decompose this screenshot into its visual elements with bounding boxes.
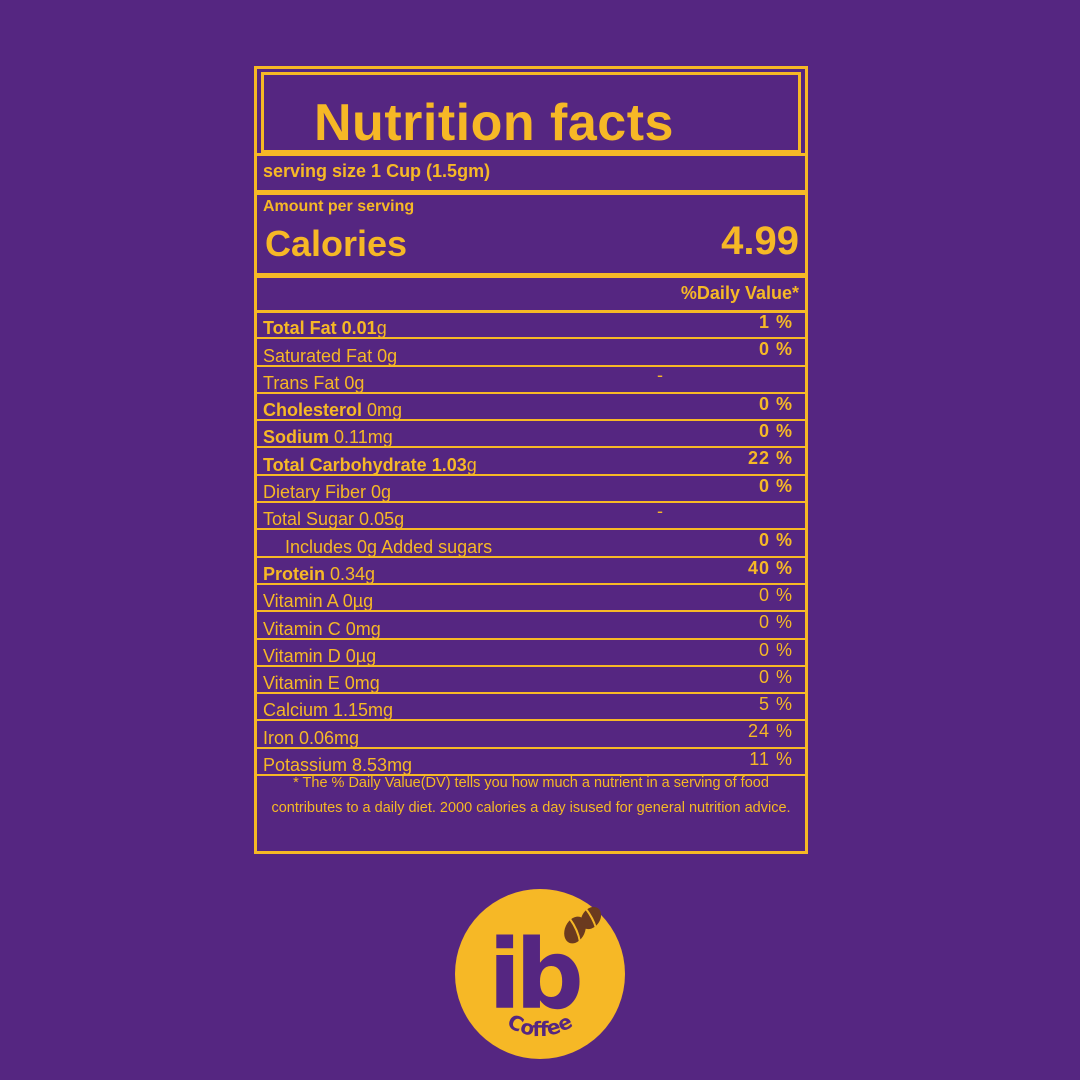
nutrient-row: Vitamin E 0mg 0 % [257, 666, 805, 695]
nutrient-name: Calcium 1.15mg [263, 700, 393, 721]
nutrient-name-bold: Total Fat 0.01 [263, 318, 377, 339]
nutrient-name-text: Vitamin D 0µg [263, 645, 377, 666]
nutrient-name-text: g [376, 318, 387, 339]
nutrient-name-text: Iron 0.06mg [263, 727, 360, 748]
daily-value-header: %Daily Value* [680, 283, 799, 303]
ib-coffee-logo: ib Coffee [455, 889, 625, 1059]
nutrient-row: Includes 0g Added sugars 0 % [257, 530, 805, 558]
nutrient-daily-value: 0 % [758, 421, 793, 442]
nutrient-name-text: Calcium 1.15mg [263, 700, 394, 721]
nutrient-row: Potassium 8.53mg 11 % [257, 748, 805, 777]
page-title: Nutrition facts [314, 94, 674, 152]
nutrient-name-bold: Sodium [263, 427, 329, 448]
nutrient-daily-value: 0 % [758, 612, 793, 633]
calories-label: Calories [265, 223, 408, 264]
nutrient-daily-value: - [657, 501, 663, 522]
nutrient-name-text: 0mg [362, 400, 403, 421]
nutrient-name-text: Includes 0g Added sugars [285, 536, 493, 557]
nutrient-name: Potassium 8.53mg [263, 755, 412, 776]
nutrient-row: Dietary Fiber 0g 0 % [257, 475, 805, 504]
nutrient-row: Vitamin D 0µg 0 % [257, 640, 805, 667]
nutrient-row: Vitamin C 0mg 0 % [257, 612, 805, 640]
nutrient-name: Protein 0.34g [263, 564, 375, 585]
nutrient-name-bold: Total Carbohydrate 1.03 [263, 454, 467, 475]
nutrient-name: Cholesterol 0mg [263, 400, 402, 421]
nutrient-row: Iron 0.06mg 24 % [257, 721, 805, 749]
nutrient-row: Calcium 1.15mg 5 % [257, 694, 805, 722]
title-box: Nutrition facts [261, 72, 801, 153]
nutrient-list: Total Fat 0.01g 1 % Saturated Fat 0g 0 % Tra… [257, 312, 805, 777]
nutrient-name-bold: Cholesterol [263, 400, 363, 421]
nutrient-name-text: Dietary Fiber 0g [263, 482, 392, 503]
nutrient-daily-value: 0 % [758, 584, 793, 605]
nutrient-name: Total Fat 0.01g [263, 318, 387, 339]
nutrient-row: Cholesterol 0mg 0 % [257, 393, 805, 422]
nutrient-name-text: Vitamin E 0mg [263, 673, 380, 694]
nutrient-daily-value: 1 % [758, 312, 793, 332]
serving-size-text: serving size 1 Cup (1.5gm) [263, 161, 491, 181]
nutrient-name-bold: Protein [263, 563, 326, 584]
nutrient-daily-value: 22 % [747, 448, 793, 469]
nutrient-daily-value: 0 % [758, 393, 793, 414]
coffee-beans-icon [564, 906, 602, 944]
nutrient-row: Total Fat 0.01g 1 % [257, 312, 805, 340]
nutrient-name: Vitamin D 0µg [263, 646, 376, 667]
nutrient-name: Vitamin A 0µg [263, 591, 373, 612]
nutrient-name: Sodium 0.11mg [263, 427, 393, 448]
nutrient-name: Total Carbohydrate 1.03g [263, 455, 477, 476]
nutrient-row: Saturated Fat 0g 0 % [257, 339, 805, 367]
nutrient-name-text: 0.11mg [329, 427, 393, 448]
nutrient-name: Dietary Fiber 0g [263, 482, 391, 503]
serving-size-row: serving size 1 Cup (1.5gm) [257, 153, 805, 193]
nutrient-daily-value: 11 % [749, 748, 793, 769]
nutrient-row: Sodium 0.11mg 0 % [257, 421, 805, 449]
calories-section: Amount per serving Calories 4.99 [257, 192, 805, 276]
nutrient-name-text: 0.34g [325, 563, 376, 584]
nutrient-name: Saturated Fat 0g [263, 346, 397, 367]
nutrient-daily-value: 0 % [758, 475, 793, 496]
nutrient-row: Protein 0.34g 40 % [257, 558, 805, 585]
nutrient-daily-value: 0 % [758, 639, 793, 660]
nutrient-daily-value: 40 % [747, 557, 793, 578]
nutrient-daily-value: 24 % [747, 721, 793, 742]
nutrient-daily-value: 5 % [758, 694, 793, 715]
nutrient-name: Vitamin C 0mg [263, 619, 381, 640]
nutrient-name: Trans Fat 0g [263, 373, 364, 394]
nutrient-name: Iron 0.06mg [263, 728, 359, 749]
footnote: * The % Daily Value(DV) tells you how mu… [271, 775, 791, 816]
nutrient-name-text: Vitamin A 0µg [263, 591, 374, 612]
nutrient-daily-value: 0 % [758, 666, 793, 687]
nutrient-name: Vitamin E 0mg [263, 673, 380, 694]
nutrient-daily-value: - [657, 364, 663, 385]
nutrient-name-text: g [466, 454, 477, 475]
nutrient-row: Trans Fat 0g - [257, 364, 805, 394]
amount-per-serving-label: Amount per serving [263, 198, 415, 215]
nutrient-daily-value: 0 % [758, 339, 793, 360]
nutrient-name-text: Saturated Fat 0g [263, 345, 398, 366]
nutrient-name: Total Sugar 0.05g [263, 509, 404, 530]
nutrient-daily-value: 0 % [758, 530, 793, 551]
nutrient-name-text: Trans Fat 0g [263, 372, 365, 393]
daily-value-header-row: %Daily Value* [257, 275, 805, 313]
nutrition-facts-panel: Nutrition facts serving size 1 Cup (1.5g… [254, 66, 808, 854]
calories-value: 4.99 [721, 219, 799, 263]
nutrient-name-text: Potassium 8.53mg [263, 755, 413, 776]
nutrient-row: Total Carbohydrate 1.03g 22 % [257, 448, 805, 476]
nutrient-name: Includes 0g Added sugars [285, 537, 492, 558]
nutrient-name-text: Total Sugar 0.05g [263, 509, 405, 530]
nutrient-row: Total Sugar 0.05g - [257, 501, 805, 531]
nutrient-row: Vitamin A 0µg 0 % [257, 584, 805, 613]
nutrient-name-text: Vitamin C 0mg [263, 618, 381, 639]
